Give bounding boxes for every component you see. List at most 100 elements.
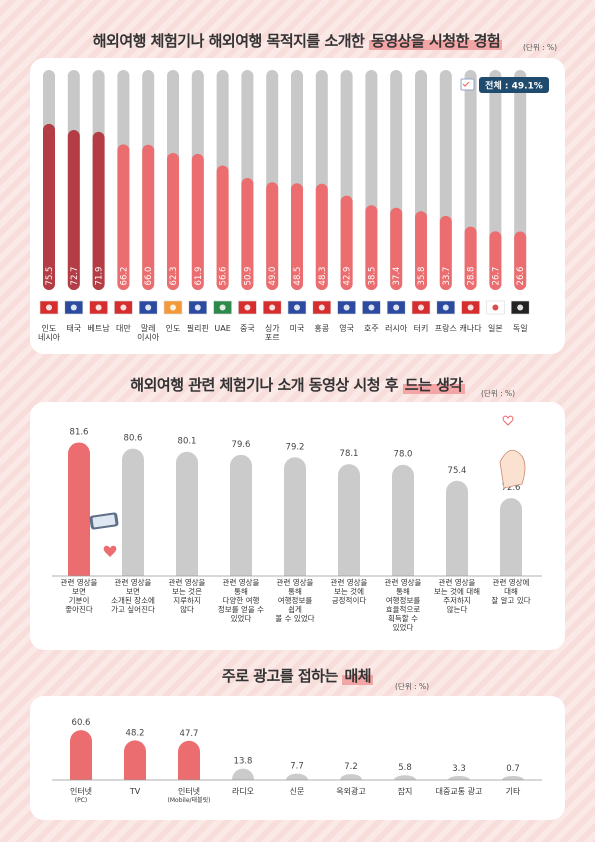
- bar: [392, 464, 414, 576]
- x-tick-label: 신문: [290, 787, 305, 796]
- flag-icon: [163, 300, 183, 315]
- chart3: 60.6 인터넷 (PC) 48.2 TV 47.7 인터넷 (Mobile/태블릿) 13.8…: [52, 718, 542, 804]
- bar-value-label: 13.8: [234, 757, 253, 767]
- bar: [178, 740, 200, 780]
- x-tick-label: 일본: [488, 324, 503, 333]
- section3-title: 주로 광고를 접하는 매체: [0, 665, 595, 686]
- x-tick-label: 영국: [339, 323, 354, 333]
- x-tick-label: 관련 영상에 대해 잘 알고 있다: [491, 577, 530, 605]
- bar: [176, 451, 198, 576]
- x-tick-label: 싱가 포르: [265, 323, 280, 342]
- flag-icon: [436, 300, 456, 315]
- x-tick-label: TV: [129, 787, 141, 796]
- x-tick-label: 홍콩: [314, 323, 329, 333]
- flag-icon: [287, 300, 307, 315]
- x-tick-label: 인도: [166, 323, 181, 333]
- x-tick-label: 베트남: [88, 324, 111, 333]
- section3-title-highlight: 매체: [342, 667, 374, 685]
- bar-value-label: 78.0: [394, 450, 413, 460]
- section2-unit: (단위 : %): [481, 389, 516, 398]
- bar: [232, 768, 254, 780]
- bar: [464, 226, 477, 290]
- x-tick-label: 관련 영상을 보면 소개된 장소에 가고 싶어진다: [111, 577, 155, 614]
- bar-value-label: 75.4: [448, 466, 467, 476]
- bar-value-label: 50.9: [243, 267, 253, 286]
- bar: [340, 774, 362, 780]
- x-tick-label: 관련 영상을 통해 여행정보를 효율적으로 획득할 수 있었다: [385, 577, 422, 632]
- bar-value-label: 60.6: [72, 718, 91, 728]
- bar: [191, 153, 204, 290]
- bar-value-label: 71.9: [95, 267, 105, 286]
- x-tick-label: 프랑스: [435, 323, 457, 333]
- section1-panel: 75.5 인도 네시아 72.7 태국 71.9 베트남 66.2 대만 66.0 말레 이시아 62.…: [30, 58, 565, 354]
- flag-icon: [386, 300, 406, 315]
- bar-value-label: 79.6: [232, 440, 251, 450]
- bar: [286, 773, 308, 780]
- bar-value-label: 80.1: [178, 437, 197, 447]
- section1-title-highlight: 동영상을 시청한 경험: [369, 32, 503, 50]
- section2-title-highlight: 드는 생각: [402, 376, 465, 394]
- bar: [70, 730, 92, 780]
- bar: [365, 205, 378, 290]
- flag-icon: [64, 300, 84, 315]
- bar-value-label: 75.5: [45, 267, 55, 286]
- x-tick-label: 관련 영상을 통해 다양한 여행 정보를 얻을 수 있었다: [218, 577, 264, 623]
- flag-icon: [486, 300, 505, 315]
- bar: [68, 442, 90, 576]
- bar: [489, 231, 502, 290]
- section3-unit: (단위 : %): [395, 682, 430, 691]
- chart2: 81.6 관련 영상을 보면 기분이 좋아진다 80.6 관련 영상을 보면 소개된 장소에 가고…: [52, 415, 542, 632]
- bar-value-label: 28.8: [467, 267, 477, 286]
- bar: [117, 144, 130, 290]
- bar-value-label: 79.2: [286, 442, 305, 452]
- x-tick-label: 인터넷 (Mobile/태블릿): [168, 786, 211, 804]
- heart-icon: [103, 545, 117, 557]
- x-tick-label: 대중교통 광고: [436, 786, 483, 796]
- bar-value-label: 38.5: [367, 267, 377, 286]
- bar-value-label: 81.6: [70, 427, 89, 437]
- section2-title: 해외여행 관련 체험기나 소개 동영상 시청 후 드는 생각: [0, 374, 595, 395]
- bar: [43, 123, 55, 291]
- flag-icon: [461, 300, 480, 315]
- bar-value-label: 3.3: [452, 764, 466, 774]
- x-tick-label: 관련 영상을 통해 여행정보를 쉽게 볼 수 있었다: [275, 577, 314, 623]
- x-tick-label: 라디오: [232, 787, 254, 796]
- x-tick-label: 태국: [66, 324, 81, 333]
- x-tick-label: 인터넷 (PC): [70, 786, 92, 804]
- x-tick-label: 잡지: [398, 786, 413, 796]
- bar-value-label: 0.7: [506, 764, 520, 774]
- x-tick-label: UAE: [214, 324, 230, 333]
- bar-value-label: 61.9: [194, 267, 204, 286]
- section1-title-pre: 해외여행 체험기나 해외여행 목적지를 소개한: [92, 32, 370, 50]
- bar: [266, 182, 279, 290]
- phone-hand-icon: [89, 512, 119, 530]
- section2-title-pre: 해외여행 관련 체험기나 소개 동영상 시청 후: [130, 376, 403, 394]
- flag-icon: [337, 300, 356, 315]
- bar-value-label: 56.6: [219, 267, 229, 286]
- x-tick-label: 관련 영상을 보면 기분이 좋아진다: [61, 577, 98, 614]
- bar-value-label: 7.7: [290, 762, 304, 772]
- bar: [284, 457, 306, 576]
- flag-icon: [411, 300, 431, 315]
- bar-value-label: 66.2: [119, 267, 129, 286]
- bar-value-label: 37.4: [392, 267, 402, 286]
- x-tick-label: 독일: [513, 324, 528, 333]
- flag-icon: [39, 300, 59, 315]
- bar-value-label: 62.3: [169, 267, 179, 286]
- bar: [415, 211, 427, 290]
- bar-value-label: 66.0: [144, 267, 154, 286]
- bar: [315, 183, 328, 290]
- total-badge: [479, 77, 549, 93]
- bar: [122, 448, 144, 576]
- x-tick-label: 필리핀: [187, 323, 209, 333]
- section3-title-pre: 주로 광고를 접하는: [221, 667, 343, 685]
- section1-unit: (단위 : %): [523, 43, 558, 52]
- x-tick-label: 관련 영상을 보는 것에 대해 주저하지 않는다: [434, 577, 480, 614]
- bar-value-label: 49.0: [268, 267, 278, 286]
- flag-icon: [188, 300, 208, 315]
- section1-title: 해외여행 체험기나 해외여행 목적지를 소개한 동영상을 시청한 경험: [0, 30, 595, 51]
- bar-value-label: 72.7: [70, 267, 80, 286]
- bar: [291, 183, 303, 290]
- bar-value-label: 33.7: [442, 267, 452, 286]
- total-label: 전체 : 49.1%: [485, 80, 543, 92]
